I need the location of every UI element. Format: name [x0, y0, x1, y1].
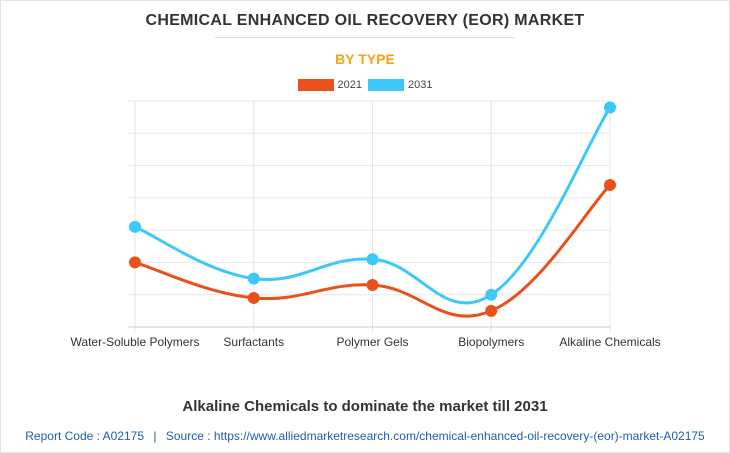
legend-label-2031: 2031 [408, 79, 433, 91]
footer: Report Code : A02175 | Source : https://… [0, 429, 730, 443]
legend-label-2021: 2021 [337, 79, 362, 91]
chart-caption: Alkaline Chemicals to dominate the marke… [182, 398, 548, 415]
chart-title: CHEMICAL ENHANCED OIL RECOVERY (EOR) MAR… [145, 12, 585, 29]
legend-swatch-2031 [368, 79, 404, 91]
x-tick-label: Alkaline Chemicals [559, 335, 660, 349]
title-divider [215, 37, 515, 38]
chart-subtitle: BY TYPE [335, 51, 395, 67]
source-link[interactable]: Source : https://www.alliedmarketresearc… [165, 429, 705, 443]
data-point-2031-4 [604, 101, 616, 114]
data-point-2021-3 [485, 304, 498, 317]
legend-item-2021[interactable]: 2021 [297, 79, 362, 91]
legend: 2021 2031 [0, 79, 730, 91]
x-tick-label: Polymer Gels [336, 335, 408, 349]
report-code: Report Code : A02175 [25, 429, 145, 443]
data-point-2021-1 [247, 291, 260, 304]
data-point-2021-0 [129, 256, 141, 269]
legend-item-2031[interactable]: 2031 [368, 79, 432, 91]
legend-swatch-2021 [297, 79, 334, 91]
footer-separator: | [153, 429, 157, 443]
data-point-2021-4 [604, 178, 616, 191]
x-tick-label: Biopolymers [458, 335, 524, 349]
series-line-2031 [134, 106, 612, 305]
data-point-2031-0 [129, 220, 141, 233]
x-tick-label: Water-Soluble Polymers [71, 335, 200, 349]
x-tick-label: Surfactants [223, 335, 284, 349]
data-point-2031-2 [366, 253, 379, 266]
data-point-2021-2 [366, 279, 379, 292]
data-point-2031-1 [247, 272, 260, 285]
data-point-2031-3 [485, 288, 498, 301]
